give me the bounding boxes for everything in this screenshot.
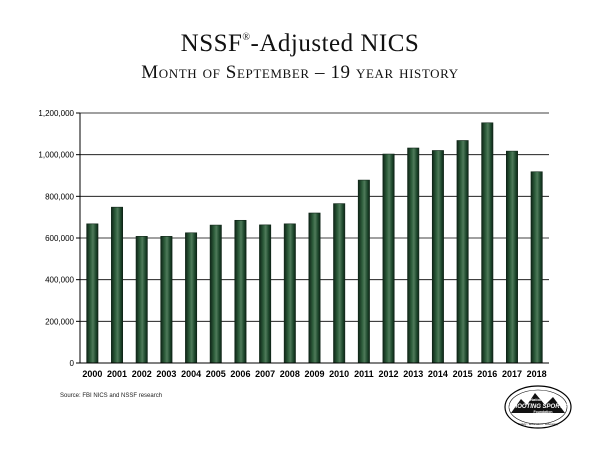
bar-2005 bbox=[209, 224, 222, 364]
bar-2006 bbox=[234, 219, 247, 364]
x-tick-label: 2006 bbox=[230, 369, 250, 379]
x-tick-label: 2007 bbox=[255, 369, 275, 379]
registered-mark: ® bbox=[242, 32, 251, 43]
x-tick-label: 2004 bbox=[181, 369, 201, 379]
y-tick-label: 0 bbox=[70, 359, 75, 368]
bar-2017 bbox=[505, 150, 518, 364]
x-tick-label: 2014 bbox=[428, 369, 448, 379]
source-note: Source: FBI NICS and NSSF research bbox=[60, 393, 163, 399]
x-tick-label: 2008 bbox=[280, 369, 300, 379]
logo-line2: SHOOTING SPORTS bbox=[509, 404, 567, 410]
x-tick-label: 2015 bbox=[453, 369, 473, 379]
bar-2007 bbox=[259, 224, 272, 364]
chart-subtitle: Month of September – 19 year history bbox=[141, 62, 459, 83]
bar-2002 bbox=[135, 236, 148, 364]
logo-inner-ring bbox=[508, 389, 568, 425]
x-tick-label: 2018 bbox=[527, 369, 547, 379]
chart-title: NSSF®-Adjusted NICS bbox=[0, 30, 600, 58]
x-tick-label: 2013 bbox=[403, 369, 423, 379]
bar-2004 bbox=[185, 232, 198, 364]
nssf-logo: National SHOOTING SPORTS Foundation Safe… bbox=[504, 385, 572, 429]
bar-2014 bbox=[431, 150, 444, 364]
y-tick-label: 1,200,000 bbox=[38, 109, 74, 118]
y-tick-label: 600,000 bbox=[45, 234, 74, 243]
y-tick-label: 800,000 bbox=[45, 192, 74, 201]
bar-2001 bbox=[111, 206, 124, 364]
bar-2013 bbox=[407, 147, 420, 364]
logo-tagline: Safety · Education · Advocacy bbox=[518, 422, 559, 426]
bar-2009 bbox=[308, 212, 321, 364]
bar-2016 bbox=[481, 122, 494, 364]
bar-2018 bbox=[530, 171, 543, 364]
bar-2003 bbox=[160, 236, 173, 364]
bar-2008 bbox=[283, 223, 296, 364]
x-tick-label: 2000 bbox=[82, 369, 102, 379]
x-tick-label: 2003 bbox=[156, 369, 176, 379]
x-axis-ticks: 2000 2001 2002 2003 2004 2005 2006 2007 2008 2009… bbox=[82, 369, 546, 379]
x-tick-label: 2010 bbox=[329, 369, 349, 379]
x-tick-label: 2011 bbox=[354, 369, 374, 379]
x-tick-label: 2005 bbox=[206, 369, 226, 379]
x-tick-label: 2017 bbox=[502, 369, 522, 379]
y-axis-ticks: 0 200,000 400,000 600,000 800,000 1,000,000 1,… bbox=[38, 109, 80, 368]
y-tick-label: 1,000,000 bbox=[38, 151, 74, 160]
x-tick-label: 2002 bbox=[132, 369, 152, 379]
bar-2015 bbox=[456, 140, 469, 364]
x-tick-label: 2001 bbox=[107, 369, 127, 379]
x-tick-label: 2016 bbox=[477, 369, 497, 379]
title-main: NSSF bbox=[180, 30, 243, 57]
bar-2012 bbox=[382, 153, 395, 364]
bar-chart: 0 200,000 400,000 600,000 800,000 1,000,000 1,… bbox=[38, 109, 549, 379]
logo-line3: Foundation bbox=[533, 410, 552, 414]
bars bbox=[86, 122, 543, 364]
bar-2011 bbox=[357, 179, 370, 364]
bar-2010 bbox=[333, 203, 346, 364]
y-tick-label: 400,000 bbox=[45, 276, 74, 285]
x-tick-label: 2009 bbox=[304, 369, 324, 379]
logo-line1: National bbox=[530, 397, 546, 402]
title-rest: -Adjusted NICS bbox=[250, 30, 420, 57]
bar-2000 bbox=[86, 223, 99, 364]
y-tick-label: 200,000 bbox=[45, 317, 74, 326]
x-tick-label: 2012 bbox=[379, 369, 399, 379]
logo-mountain-icon bbox=[511, 393, 565, 413]
